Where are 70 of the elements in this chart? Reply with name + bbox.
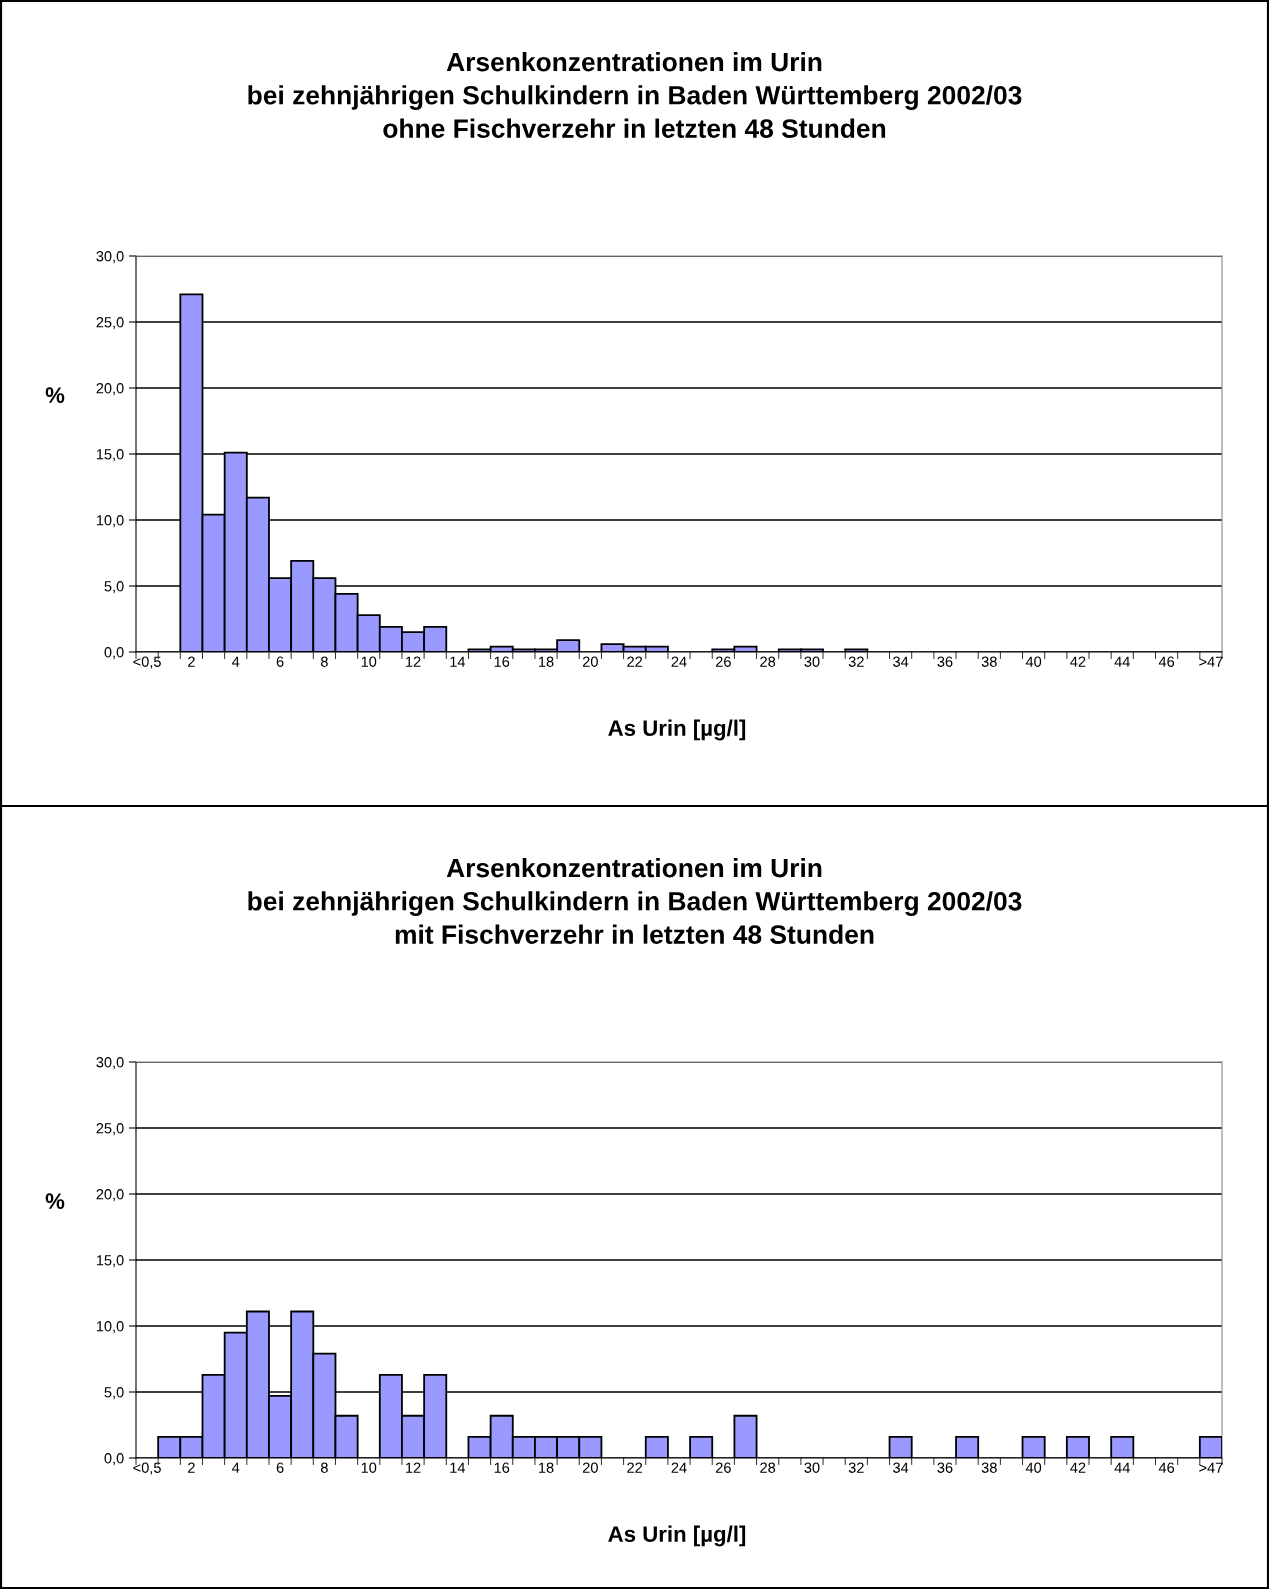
x-tick-label: 46 [1158,656,1175,667]
x-tick-label: 12 [406,656,421,667]
y-tick-label: 5,0 [104,1387,124,1400]
y-axis-title: % [45,1193,65,1209]
x-tick-label: 22 [627,656,643,667]
x-tick-label: <0,5 [133,656,161,669]
x-tick-label: 6 [276,656,284,667]
x-tick-label: 2 [188,1462,195,1473]
y-tick-label: 30,0 [96,251,124,264]
x-tick-label: 20 [582,656,598,667]
x-tick-label: 18 [539,1462,554,1473]
y-tick-label: 25,0 [96,1123,124,1136]
y-tick-label: 0,0 [104,1453,124,1466]
x-tick-label: 44 [1114,1462,1130,1473]
y-tick-label: 20,0 [96,383,124,396]
y-tick-label: 25,0 [96,317,124,330]
x-tick-label: 32 [848,656,864,667]
x-tick-label: >47 [1199,1462,1223,1473]
x-tick-label: 28 [760,1462,776,1473]
y-axis-title: % [45,387,65,403]
x-tick-label: 42 [1070,656,1086,667]
x-tick-label: 24 [671,656,687,667]
x-tick-label: 14 [450,1462,466,1473]
x-tick-label: 32 [848,1462,864,1473]
x-tick-label: 2 [188,656,195,667]
x-tick-label: 24 [671,1462,687,1473]
x-tick-label: 26 [715,656,731,667]
x-tick-label: 12 [406,1462,421,1473]
y-tick-label: 10,0 [96,515,124,528]
x-tick-label: 10 [361,656,377,667]
x-tick-label: 8 [320,656,328,667]
y-tick-label: 5,0 [104,581,124,594]
y-tick-label: 0,0 [104,647,124,660]
x-tick-label: 8 [320,1462,328,1473]
x-tick-label: 22 [627,1462,643,1473]
x-tick-label: 30 [804,656,820,667]
x-tick-label: 36 [937,1462,953,1473]
x-axis-title: As Urin [µg/l] [608,1525,746,1547]
y-tick-label: 20,0 [96,1189,124,1202]
x-tick-label: 38 [981,656,997,667]
y-tick-label: 15,0 [96,1255,124,1268]
x-tick-label: >47 [1199,656,1223,667]
x-tick-label: 16 [494,1462,510,1473]
x-tick-label: 46 [1158,1462,1175,1473]
x-tick-label: 34 [893,656,909,667]
chart-title: Arsenkonzentrationen im Urin bei zehnjährigen Schulkindern in Baden Württemberg 2002/03 mit Fischverzehr in letzten 48 Stunden [248,858,1022,944]
x-tick-label: 30 [804,1462,820,1473]
x-tick-label: 20 [582,1462,598,1473]
x-tick-label: 16 [494,656,510,667]
x-tick-label: 18 [539,656,554,667]
x-tick-label: 42 [1070,1462,1086,1473]
x-tick-label: 10 [361,1462,377,1473]
x-tick-label: 38 [981,1462,997,1473]
x-tick-label: 6 [276,1462,284,1473]
x-tick-label: 26 [715,1462,731,1473]
x-tick-label: 40 [1025,1462,1042,1473]
x-tick-label: 4 [232,656,240,667]
x-tick-label: 34 [893,1462,909,1473]
x-tick-label: 40 [1025,656,1042,667]
x-tick-label: 36 [937,656,953,667]
x-tick-label: 44 [1114,656,1130,667]
chart-title: Arsenkonzentrationen im Urin bei zehnjährigen Schulkindern in Baden Württemberg 2002/03 ohne Fischverzehr in letzten 48 Stunden [248,52,1022,138]
y-tick-label: 30,0 [96,1057,124,1070]
x-axis-title: As Urin [µg/l] [608,719,746,741]
y-tick-label: 15,0 [96,449,124,462]
y-tick-label: 10,0 [96,1321,124,1334]
x-tick-label: <0,5 [133,1462,161,1475]
x-tick-label: 14 [450,656,466,667]
x-tick-label: 4 [232,1462,240,1473]
x-tick-label: 28 [760,656,776,667]
